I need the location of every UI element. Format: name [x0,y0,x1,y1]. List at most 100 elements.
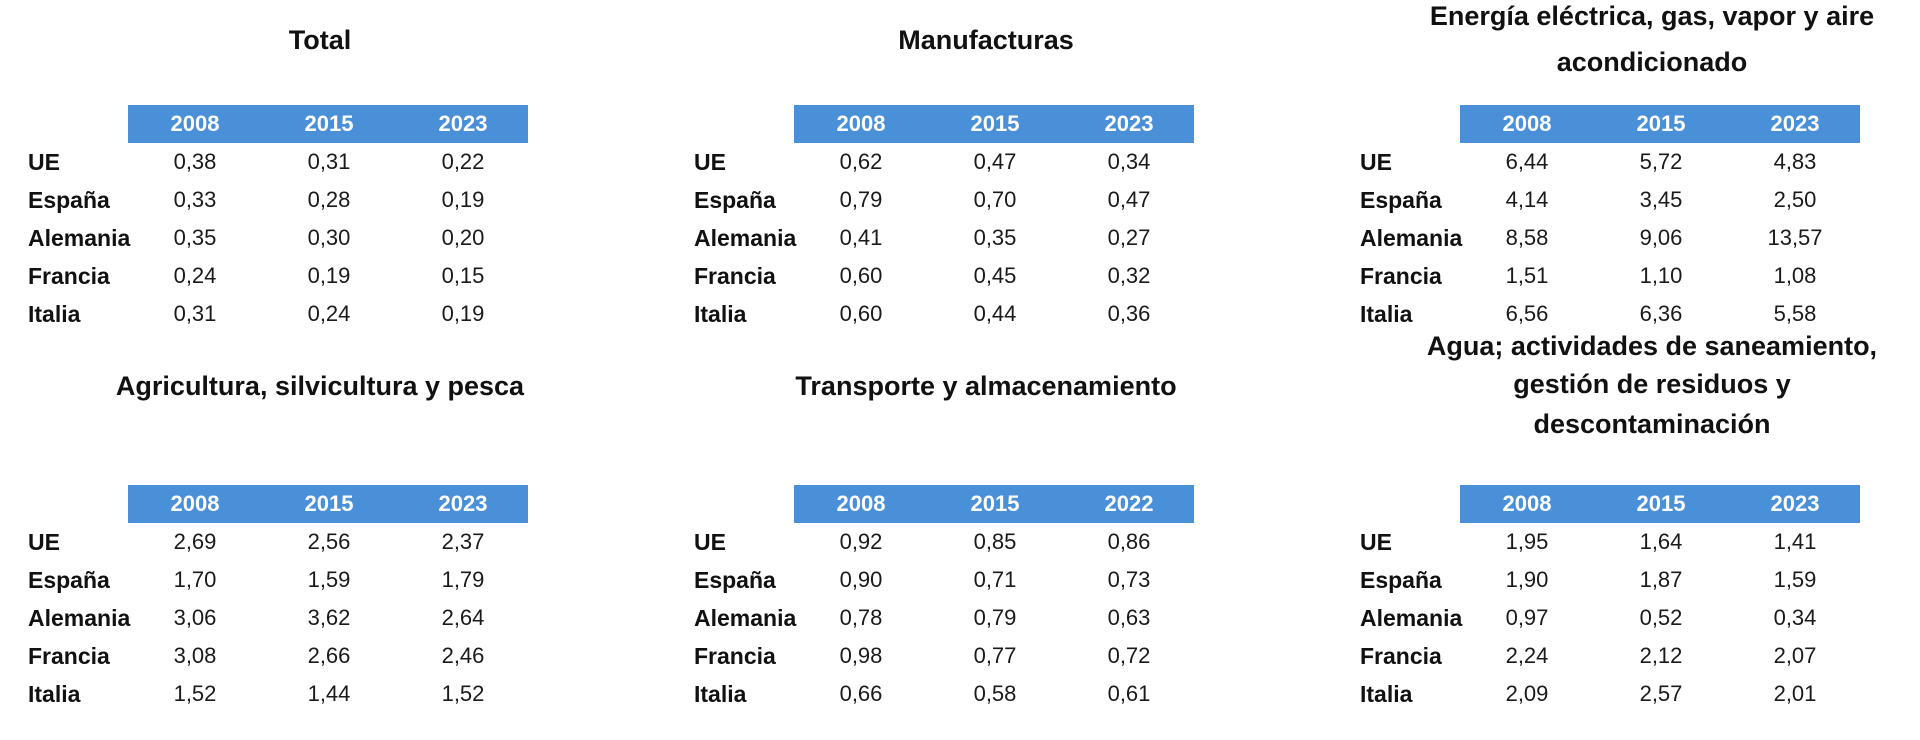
year-header: 2023 [1770,111,1820,136]
table-cell: 0,47 [973,149,1017,174]
table-cell: 5,72 [1639,149,1683,174]
table-cell: 4,83 [1773,149,1817,174]
table-row: UE 6,44 5,72 4,83 [1332,143,1920,181]
table-row: Alemania 0,97 0,52 0,34 [1332,599,1920,637]
table-row: Francia 0,60 0,45 0,32 [666,257,1306,295]
table-cell: 1,87 [1639,567,1683,592]
table-title: acondicionado [1556,47,1748,77]
table-title: Manufacturas [898,25,1074,55]
table-cell: 2,07 [1773,643,1817,668]
row-label-francia: Francia [694,643,776,669]
year-header: 2023 [438,491,488,516]
table-cell: 3,08 [173,643,217,668]
table-cell: 0,24 [307,301,351,326]
table-cell: 0,24 [173,263,217,288]
table-title: gestión de residuos y [1513,369,1791,399]
row-label-espana: España [694,187,776,213]
table-row: España 0,90 0,71 0,73 [666,561,1306,599]
table-cell: 0,66 [839,681,883,706]
table-cell: 8,58 [1505,225,1549,250]
table-cell: 1,59 [1773,567,1817,592]
year-header: 2015 [970,111,1020,136]
table-row: Alemania 8,58 9,06 13,57 [1332,219,1920,257]
table-cell: 0,70 [973,187,1017,212]
table-cell: 2,46 [441,643,485,668]
table-cell: 0,31 [173,301,217,326]
row-label-espana: España [694,567,776,593]
table-cell: 0,20 [441,225,485,250]
table-row: Italia 0,31 0,24 0,19 [0,295,640,333]
table-cell: 0,38 [173,149,217,174]
table-cell: 2,01 [1773,681,1817,706]
table-cell: 0,77 [973,643,1017,668]
table-cell: 1,90 [1505,567,1549,592]
table-cell: 1,64 [1639,529,1683,554]
table-cell: 3,62 [307,605,351,630]
table-cell: 0,79 [973,605,1017,630]
table-cell: 2,57 [1639,681,1683,706]
table-cell: 1,08 [1773,263,1817,288]
row-label-italia: Italia [28,301,81,327]
table-title: Transporte y almacenamiento [795,371,1177,401]
row-label-alemania: Alemania [1360,225,1463,251]
table-cell: 0,36 [1107,301,1151,326]
table-cell: 1,52 [173,681,217,706]
table-row: UE 1,95 1,64 1,41 [1332,523,1920,561]
table-cell: 2,69 [173,529,217,554]
table-row: Italia 6,56 6,36 5,58 [1332,295,1920,333]
table-row: Italia 2,09 2,57 2,01 [1332,675,1920,713]
row-label-alemania: Alemania [28,225,131,251]
row-label-francia: Francia [28,263,110,289]
row-label-espana: España [1360,567,1442,593]
table-cell: 0,19 [307,263,351,288]
table-cell: 2,24 [1505,643,1549,668]
year-header: 2023 [1770,491,1820,516]
table-cell: 4,14 [1505,187,1549,212]
row-label-italia: Italia [1360,301,1413,327]
table-cell: 0,28 [307,187,351,212]
table-header: 2008 2015 2023 [794,105,1194,143]
table-row: UE 2,69 2,56 2,37 [0,523,640,561]
year-header: 2008 [836,491,886,516]
table-cell: 0,78 [839,605,883,630]
table-cell: 0,19 [441,301,485,326]
row-label-ue: UE [694,529,726,555]
table-cell: 0,90 [839,567,883,592]
table-cell: 1,52 [441,681,485,706]
year-header: 2008 [1502,111,1552,136]
year-header: 2015 [304,491,354,516]
row-label-francia: Francia [28,643,110,669]
table-cell: 1,95 [1505,529,1549,554]
table-cell: 0,34 [1773,605,1817,630]
row-label-ue: UE [694,149,726,175]
table-cell: 2,09 [1505,681,1549,706]
table-cell: 0,58 [973,681,1017,706]
row-label-espana: España [28,567,110,593]
table-row: Italia 0,66 0,58 0,61 [666,675,1306,713]
table-cell: 0,41 [839,225,883,250]
row-label-alemania: Alemania [694,225,797,251]
table-cell: 0,19 [441,187,485,212]
table-cell: 2,56 [307,529,351,554]
table-header: 2008 2015 2023 [128,105,528,143]
row-label-ue: UE [28,529,60,555]
table-cell: 0,33 [173,187,217,212]
table-title: Agricultura, silvicultura y pesca [115,371,525,401]
table-cell: 0,44 [973,301,1017,326]
row-label-espana: España [28,187,110,213]
table-cell: 2,37 [441,529,485,554]
table-cell: 1,41 [1773,529,1817,554]
table-title: Agua; actividades de saneamiento, [1426,331,1878,361]
table-cell: 0,63 [1107,605,1151,630]
row-label-italia: Italia [694,301,747,327]
row-label-italia: Italia [694,681,747,707]
table-cell: 5,58 [1773,301,1817,326]
table-header: 2008 2015 2023 [128,485,528,523]
row-label-ue: UE [1360,529,1392,555]
table-header: 2008 2015 2023 [1460,105,1860,143]
year-header: 2015 [1636,111,1686,136]
row-label-alemania: Alemania [694,605,797,631]
table-cell: 1,59 [307,567,351,592]
table-cell: 0,72 [1107,643,1151,668]
table-row: UE 0,92 0,85 0,86 [666,523,1306,561]
